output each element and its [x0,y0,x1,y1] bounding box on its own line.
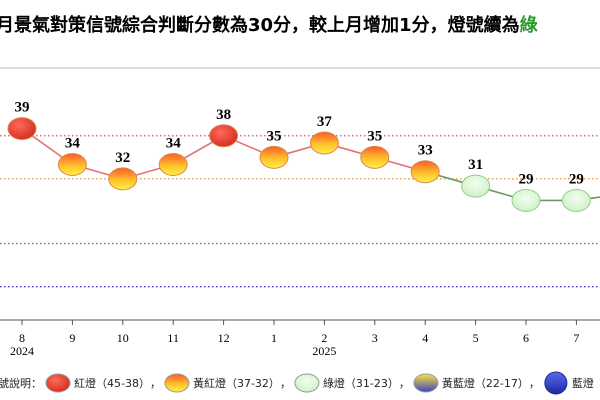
title-text: 月景氣對策信號綜合判斷分數為30分，較上月增加1分，燈號續為 [0,14,520,36]
x-tick-label: 12 [218,331,230,345]
legend-separator: ， [399,377,410,390]
data-label: 38 [216,107,231,123]
data-label: 31 [468,157,483,173]
data-label: 29 [519,171,534,187]
data-point [108,167,138,191]
legend-separator: ， [529,377,540,390]
data-label: 39 [15,100,30,116]
x-tick-label: 5 [473,331,479,345]
data-label: 32 [115,150,130,166]
data-point [511,188,541,212]
data-point [461,174,491,198]
legend-label: 黃藍燈（22-17） [442,376,529,390]
x-tick-label: 7 [573,331,579,345]
title-highlight: 綠 [520,14,539,36]
x-tick-label: 11 [167,331,179,345]
year-label: 2025 [312,344,336,358]
legend-icon [544,371,568,395]
x-tick-label: 8 [19,331,25,345]
year-label: 2024 [10,344,34,358]
data-label: 37 [317,114,333,130]
x-tick-label: 9 [69,331,75,345]
legend-icon [45,373,71,393]
legend-separator: ， [280,377,291,390]
legend-title: 號說明： [0,376,42,390]
x-tick-label: 1 [271,331,277,345]
legend-icon [164,373,190,393]
data-point [57,153,87,176]
legend-icon [413,373,439,393]
legend-label: 綠燈（31-23） [323,376,399,390]
data-point [561,188,591,212]
data-label: 29 [569,171,584,187]
data-point [209,124,239,148]
x-tick-label: 2 [321,331,327,345]
data-label: 33 [418,143,433,159]
x-tick-label: 4 [422,331,428,345]
data-label: 34 [166,136,182,152]
x-tick-label: 6 [523,331,529,345]
data-point [158,153,188,176]
legend-label: 紅燈（45-38） [74,376,150,390]
legend-label: 藍燈（ [572,376,600,390]
data-label: 35 [367,128,382,144]
legend-separator: ， [150,377,161,390]
data-point [309,131,339,155]
chart-title: 月景氣對策信號綜合判斷分數為30分，較上月增加1分，燈號續為綠 [0,14,539,36]
legend-label: 黃紅燈（37-32） [193,376,280,390]
data-point [360,145,390,169]
legend-icon [294,373,320,393]
data-point [410,160,440,184]
data-point [7,117,37,141]
data-label: 34 [65,136,81,152]
data-point [259,145,289,169]
data-label: 35 [267,128,282,144]
x-tick-label: 3 [372,331,378,345]
x-tick-label: 10 [117,331,129,345]
